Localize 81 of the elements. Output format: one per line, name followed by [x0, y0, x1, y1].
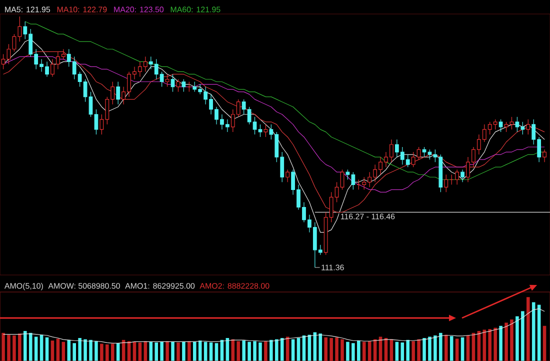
- candlestick: [460, 169, 464, 182]
- bar: [428, 336, 432, 361]
- candlestick: [258, 124, 262, 138]
- bar: [106, 344, 109, 361]
- candlestick: [542, 149, 546, 162]
- candlestick: [444, 174, 448, 192]
- bar: [2, 332, 5, 361]
- candlestick: [170, 74, 175, 92]
- bar: [171, 342, 174, 361]
- candlestick: [165, 74, 170, 88]
- bar: [362, 342, 366, 361]
- bar: [166, 341, 169, 361]
- bar: [488, 329, 492, 361]
- bar: [417, 339, 420, 361]
- bar: [72, 343, 76, 361]
- bar: [406, 340, 410, 361]
- candlestick: [182, 78, 186, 92]
- bar: [455, 338, 459, 361]
- bar: [56, 338, 60, 361]
- bar: [94, 341, 98, 361]
- bar: [422, 338, 426, 361]
- candlestick: [286, 169, 290, 182]
- bar: [412, 341, 415, 361]
- candlestick: [94, 109, 98, 135]
- bar: [450, 336, 454, 361]
- bar: [526, 297, 530, 361]
- bar: [439, 332, 442, 361]
- bar: [516, 316, 519, 361]
- bar: [340, 339, 344, 361]
- bar: [499, 326, 502, 361]
- candlestick: [116, 81, 120, 105]
- bar: [100, 344, 104, 361]
- bar: [532, 302, 536, 361]
- bar: [176, 342, 180, 361]
- bar: [352, 343, 355, 361]
- bar: [248, 342, 251, 361]
- bar: [510, 319, 514, 361]
- bar: [258, 342, 262, 361]
- candlestick: [504, 122, 508, 132]
- bar: [18, 334, 22, 361]
- bar: [28, 332, 32, 361]
- candlestick: [176, 78, 180, 92]
- candlestick: [264, 124, 268, 138]
- bar: [182, 342, 186, 361]
- bar: [346, 342, 350, 361]
- bar: [280, 338, 284, 361]
- bar: [504, 322, 508, 361]
- bar: [24, 330, 27, 361]
- bar: [444, 334, 448, 361]
- bar: [542, 326, 546, 361]
- bar: [357, 340, 360, 361]
- bar: [78, 338, 82, 361]
- bar: [270, 340, 273, 361]
- bar: [324, 337, 328, 361]
- bar: [110, 344, 114, 361]
- bar: [84, 339, 87, 361]
- bar: [275, 339, 278, 361]
- bar: [253, 341, 256, 361]
- bar: [188, 341, 191, 361]
- bar: [434, 335, 437, 361]
- bar: [521, 311, 524, 361]
- bar: [34, 336, 38, 361]
- bar: [192, 342, 196, 361]
- bar: [160, 342, 164, 361]
- bar: [236, 341, 240, 361]
- bar: [89, 340, 92, 361]
- bar: [12, 335, 16, 361]
- bar: [494, 328, 497, 361]
- candlestick: [498, 119, 503, 132]
- bar: [50, 340, 54, 361]
- candlestick: [422, 146, 426, 158]
- candlestick: [455, 169, 460, 185]
- bar: [67, 340, 71, 361]
- bar: [7, 334, 10, 361]
- bar: [318, 334, 322, 361]
- bar: [264, 341, 268, 361]
- bar: [330, 338, 333, 361]
- bar: [154, 342, 158, 361]
- bar: [335, 337, 338, 361]
- candlestick: [526, 119, 530, 135]
- bar: [242, 340, 246, 361]
